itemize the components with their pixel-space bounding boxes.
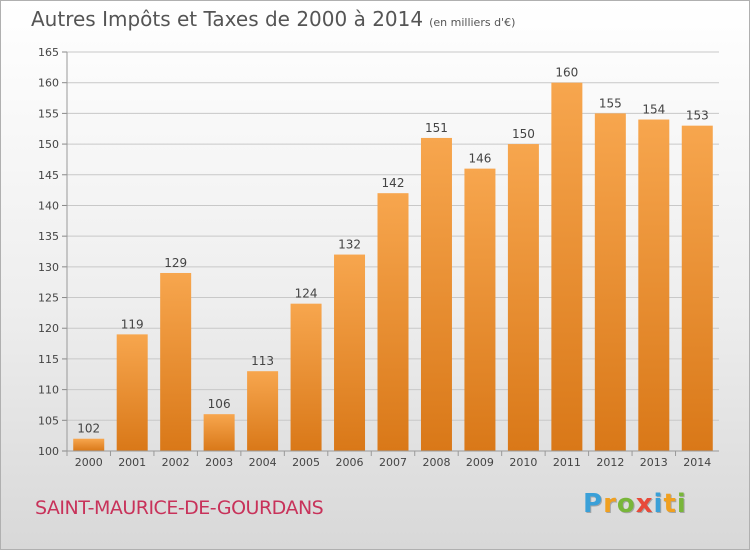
data-label: 155 xyxy=(599,96,622,110)
bar xyxy=(551,82,583,451)
data-label: 132 xyxy=(338,238,361,252)
logo-letter: i xyxy=(676,489,687,519)
x-tick-label: 2006 xyxy=(336,456,364,469)
bar xyxy=(377,193,409,451)
logo-letter: i xyxy=(653,489,664,519)
x-axis: 2000 2001 2002 2003 2004 2005 2006 2007 2008 2009… xyxy=(66,450,719,469)
bar xyxy=(160,272,192,451)
y-tick-label: 115 xyxy=(38,353,59,366)
data-label: 151 xyxy=(425,121,448,135)
y-tick-label: 100 xyxy=(38,445,59,458)
x-tick-label: 2014 xyxy=(683,456,711,469)
data-labels: 102 119 129 106 113 124 132 142 151 146 150 160 155 1… xyxy=(77,66,708,436)
x-tick-label: 2005 xyxy=(292,456,320,469)
bar xyxy=(203,414,235,451)
bar xyxy=(420,137,452,451)
logo-letter: P xyxy=(583,489,604,519)
logo-letter: t xyxy=(663,489,677,519)
data-label: 106 xyxy=(208,397,231,411)
data-label: 113 xyxy=(251,354,274,368)
logo-letter: x xyxy=(635,489,654,519)
data-label: 124 xyxy=(295,287,318,301)
x-tick-label: 2007 xyxy=(379,456,407,469)
x-tick-label: 2012 xyxy=(596,456,624,469)
data-label: 102 xyxy=(77,422,100,436)
x-tick-label: 2003 xyxy=(205,456,233,469)
logo-letter: o xyxy=(616,489,636,519)
x-tick-label: 2011 xyxy=(553,456,581,469)
bar xyxy=(247,371,279,451)
data-label: 129 xyxy=(164,256,187,270)
bar xyxy=(594,113,626,451)
bar xyxy=(73,438,105,451)
data-label: 154 xyxy=(642,103,665,117)
bar xyxy=(507,144,539,452)
data-label: 153 xyxy=(686,109,709,123)
bar xyxy=(681,125,713,452)
chart-title: Autres Impôts et Taxes de 2000 à 2014 (en… xyxy=(31,7,515,31)
data-label: 150 xyxy=(512,127,535,141)
x-tick-label: 2009 xyxy=(466,456,494,469)
x-tick-label: 2013 xyxy=(640,456,668,469)
bar xyxy=(290,303,322,451)
x-tick-label: 2000 xyxy=(75,456,103,469)
y-tick-label: 130 xyxy=(38,261,59,274)
title-main: Autres Impôts et Taxes de 2000 à 2014 xyxy=(31,7,424,31)
title-unit: (en milliers d'€) xyxy=(429,16,516,29)
x-tick-label: 2001 xyxy=(118,456,146,469)
commune-name: SAINT-MAURICE-DE-GOURDANS xyxy=(35,497,324,519)
y-tick-label: 165 xyxy=(38,46,59,59)
y-tick-label: 150 xyxy=(38,138,59,151)
y-tick-label: 145 xyxy=(38,169,59,182)
bar xyxy=(334,254,366,451)
x-tick-label: 2004 xyxy=(249,456,277,469)
bar xyxy=(638,119,670,452)
logo-letter: r xyxy=(603,489,617,519)
data-label: 160 xyxy=(555,66,578,80)
bar xyxy=(116,334,148,451)
data-label: 119 xyxy=(121,317,144,331)
proxiti-logo[interactable]: Proxiti xyxy=(583,489,687,519)
y-axis: 100 105 110 115 120 125 130 135 140 145 150 155 160 1… xyxy=(38,46,68,458)
y-tick-label: 105 xyxy=(38,414,59,427)
y-tick-label: 155 xyxy=(38,107,59,120)
y-tick-label: 125 xyxy=(38,292,59,305)
y-tick-label: 120 xyxy=(38,322,59,335)
x-tick-label: 2008 xyxy=(422,456,450,469)
bars xyxy=(73,82,713,452)
y-tick-label: 140 xyxy=(38,199,59,212)
bar xyxy=(464,168,496,451)
data-label: 142 xyxy=(382,176,405,190)
y-tick-label: 135 xyxy=(38,230,59,243)
y-tick-label: 110 xyxy=(38,384,59,397)
x-tick-label: 2010 xyxy=(509,456,537,469)
y-tick-label: 160 xyxy=(38,77,59,90)
x-tick-label: 2002 xyxy=(162,456,190,469)
data-label: 146 xyxy=(468,152,491,166)
